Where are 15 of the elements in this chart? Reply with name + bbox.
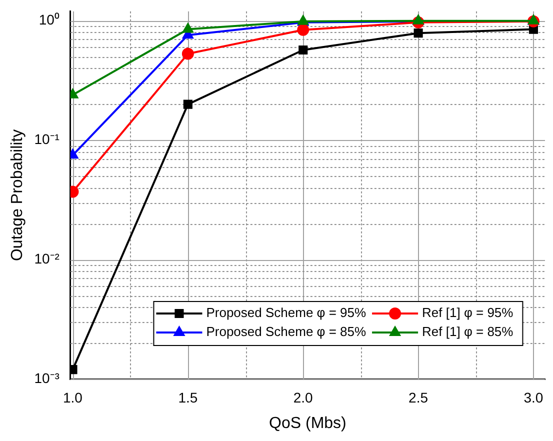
- x-tick-label: 1.5: [178, 389, 198, 406]
- x-axis-title: QoS (Mbs): [269, 414, 346, 432]
- legend-label: Ref [1] φ = 95%: [422, 305, 514, 320]
- y-tick-label: 10⁻³: [34, 370, 60, 386]
- legend-label: Ref [1] φ = 85%: [422, 324, 514, 340]
- x-tick-label: 2.5: [408, 389, 428, 406]
- x-tick-label: 2.0: [293, 389, 314, 406]
- y-tick-label: 10⁰: [38, 12, 60, 28]
- legend-label: Proposed Scheme φ = 95%: [206, 305, 366, 320]
- y-tick-label: 10⁻¹: [34, 131, 60, 148]
- y-axis-title: Outage Probability: [9, 129, 26, 262]
- x-tick-label: 3.0: [524, 389, 544, 406]
- x-tick-label: 1.0: [63, 389, 83, 406]
- y-tick-label: 10⁻²: [34, 250, 60, 266]
- legend-label: Proposed Scheme φ = 85%: [206, 324, 366, 340]
